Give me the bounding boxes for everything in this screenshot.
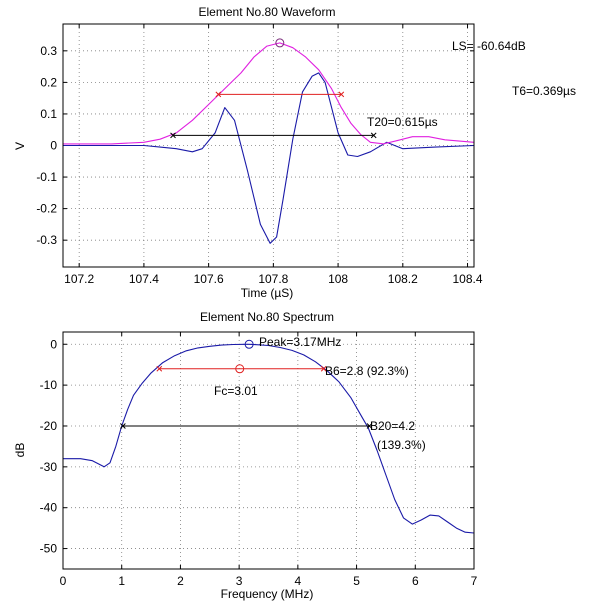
sp-spectrum-line: [63, 343, 475, 534]
wf-y-tick-label: 0.3: [40, 44, 57, 58]
sp-x-tick-label: 5: [353, 574, 360, 588]
sp-y-tick-label: -50: [40, 542, 58, 556]
t20-left-marker: [170, 132, 176, 139]
sp-y-tick-label: -20: [40, 419, 58, 433]
t20-annotation: T20=0.615µs: [367, 115, 438, 129]
wf-x-tick-label: 108: [328, 272, 348, 286]
wf-x-tick-label: 107.2: [64, 272, 94, 286]
b6-left-marker: [156, 365, 163, 372]
ls-label: LS= -60.64dB: [452, 39, 526, 53]
waveform-ylabel: V: [13, 142, 27, 150]
wf-x-tick-label: 107.6: [194, 272, 224, 286]
sp-y-tick-label: 0: [50, 337, 57, 351]
t20-right-marker: [370, 132, 377, 139]
sp-x-tick-label: 6: [412, 574, 419, 588]
peak-annotation: Peak=3.17MHz: [259, 335, 341, 349]
sp-x-tick-label: 2: [177, 574, 184, 588]
fc-annotation: Fc=3.01: [214, 384, 258, 398]
t6-left-marker: [215, 91, 222, 98]
waveform-series: [63, 42, 475, 244]
wf-x-tick-label: 107.4: [129, 272, 159, 286]
b20-percent-annotation: (139.3%): [377, 438, 426, 452]
b6-right-marker: [320, 365, 327, 372]
wf-x-tick-label: 108.2: [388, 272, 418, 286]
spectrum-title: Element No.80 Spectrum: [200, 310, 334, 324]
sp-x-tick-label: 4: [295, 574, 302, 588]
spectrum-axes-box: [62, 331, 475, 570]
t6-right-marker: [338, 91, 345, 98]
sp-x-tick-label: 7: [471, 574, 478, 588]
sp-y-tick-label: -30: [40, 460, 58, 474]
spectrum-peak-marker: [244, 339, 254, 349]
wf-y-tick-label: 0.2: [40, 75, 57, 89]
waveform-peak-marker: [275, 38, 285, 48]
wf-envelope-line: [63, 42, 475, 145]
waveform-ticks: [63, 24, 474, 267]
waveform-plot: Element No.80 Waveform 107.2 107.4 107.6 10…: [13, 5, 483, 300]
spectrum-xlabel: Frequency (MHz): [221, 587, 314, 601]
wf-y-tick-label: 0.1: [40, 107, 57, 121]
spectrum-plot: Element No.80 Spectrum 0 1 2 3 4 5 6 7 -50 -40 -3…: [13, 310, 478, 601]
wf-x-tick-label: 107.8: [258, 272, 288, 286]
waveform-xlabel: Time (µS): [241, 286, 293, 300]
sp-x-tick-label: 0: [60, 574, 67, 588]
spectrum-ylabel: dB: [13, 443, 27, 458]
b20-annotation: B20=4.2: [370, 419, 415, 433]
fc-marker: [235, 364, 245, 374]
spectrum-y-tick-labels: -50 -40 -30 -20 -10 0: [40, 337, 58, 555]
b6-annotation: B6=2.8 (92.3%): [325, 364, 409, 378]
wf-y-tick-label: -0.1: [36, 170, 57, 184]
b20-left-marker: [120, 423, 126, 429]
wf-y-tick-label: -0.2: [36, 202, 57, 216]
wf-waveform-line: [63, 72, 475, 244]
t6-label: T6=0.369µs: [512, 84, 576, 98]
waveform-y-tick-labels: -0.3 -0.2 -0.1 0 0.1 0.2 0.3: [36, 44, 57, 247]
b20-right-marker: [366, 423, 373, 429]
spectrum-series: [63, 343, 475, 534]
wf-y-tick-label: -0.3: [36, 233, 57, 247]
sp-x-tick-label: 1: [118, 574, 125, 588]
sp-y-tick-label: -40: [40, 501, 58, 515]
spectrum-markers: [120, 339, 373, 429]
wf-x-tick-label: 108.4: [453, 272, 483, 286]
sp-y-tick-label: -10: [40, 378, 58, 392]
waveform-title: Element No.80 Waveform: [199, 5, 336, 19]
sp-x-tick-label: 3: [236, 574, 243, 588]
wf-y-tick-label: 0: [50, 139, 57, 153]
waveform-markers: [170, 38, 377, 139]
waveform-x-tick-labels: 107.2 107.4 107.6 107.8 108 108.2 108.4: [64, 272, 483, 286]
waveform-axes-box: [62, 23, 475, 268]
spectrum-x-tick-labels: 0 1 2 3 4 5 6 7: [60, 574, 478, 588]
